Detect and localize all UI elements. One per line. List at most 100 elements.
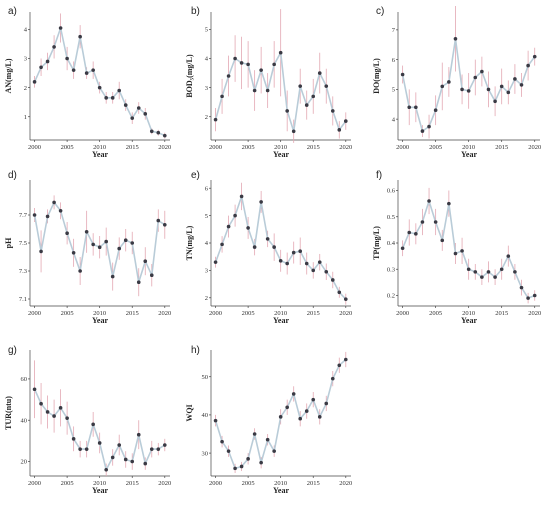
data-point — [32, 213, 37, 217]
data-point — [130, 116, 135, 120]
y-tick-label: 3 — [205, 85, 208, 92]
data-point — [285, 405, 289, 410]
x-tick-label: 2005 — [61, 480, 74, 487]
data-point — [58, 26, 63, 30]
x-tick-label: 2005 — [61, 310, 74, 317]
data-point — [291, 129, 296, 134]
data-point — [233, 466, 237, 471]
data-point — [265, 437, 270, 442]
data-point — [117, 88, 122, 93]
data-point — [337, 290, 342, 295]
y-tick-label: 5 — [205, 213, 208, 220]
data-point — [304, 261, 309, 266]
y-axis-title: AN(mg/L) — [4, 58, 13, 93]
x-tick-label: 2000 — [396, 144, 409, 151]
data-point — [532, 54, 537, 59]
data-point — [480, 69, 484, 74]
x-tick-label: 2020 — [158, 480, 171, 487]
x-tick-label: 2000 — [396, 310, 409, 317]
data-point — [453, 251, 458, 256]
y-tick-label: 7.3 — [19, 268, 27, 275]
data-point — [311, 397, 316, 402]
y-tick-label: 0.4 — [387, 240, 396, 247]
x-tick-label: 2000 — [28, 310, 41, 317]
data-point — [117, 443, 122, 447]
data-point — [110, 455, 115, 460]
data-point — [104, 96, 108, 100]
x-tick-label: 2020 — [339, 310, 352, 317]
x-axis-title: Year — [92, 316, 108, 325]
data-point — [493, 275, 497, 279]
data-point — [39, 65, 43, 70]
y-axis-title: BOD₅(mg/L) — [185, 54, 194, 98]
panel-label: e) — [191, 170, 200, 181]
y-tick-label: 0.6 — [387, 188, 396, 195]
data-point — [272, 449, 276, 453]
panel-1: a) 1 2 3 4 2000 2005 2010 2015 2020 Year AN(mg/L) — [4, 6, 171, 159]
x-tick-label: 2010 — [462, 310, 475, 317]
data-point — [84, 447, 89, 451]
data-point — [453, 36, 458, 41]
data-point — [78, 269, 82, 273]
data-point — [324, 269, 329, 274]
data-point — [149, 129, 154, 134]
y-tick-label: 6 — [392, 57, 396, 64]
data-point — [233, 56, 237, 61]
x-tick-label: 2015 — [495, 144, 508, 151]
data-point — [246, 457, 250, 461]
data-point — [407, 105, 412, 110]
data-point — [304, 103, 309, 107]
data-point — [97, 245, 102, 249]
y-tick-label: 2 — [24, 85, 27, 92]
y-tick-label: 7 — [392, 27, 396, 34]
data-point — [473, 270, 478, 274]
data-point — [343, 357, 348, 362]
data-point — [466, 267, 471, 272]
data-point — [220, 94, 224, 99]
y-tick-label: 0.3 — [387, 266, 395, 273]
data-point — [278, 50, 283, 55]
y-tick-label: 4 — [205, 240, 209, 247]
panel-label: c) — [376, 6, 384, 17]
y-axis-title: WQI — [185, 404, 194, 421]
y-tick-label: 2 — [205, 295, 208, 302]
data-point — [130, 241, 135, 245]
data-point — [136, 280, 141, 285]
x-tick-label: 2000 — [28, 480, 41, 487]
x-tick-label: 2015 — [307, 144, 320, 151]
x-tick-label: 2000 — [209, 480, 222, 487]
y-axis-title: pH — [4, 237, 13, 248]
data-point — [330, 376, 335, 381]
data-point — [486, 270, 491, 274]
data-point — [460, 87, 464, 92]
data-point — [298, 416, 303, 421]
y-tick-label: 2 — [205, 114, 208, 121]
y-tick-label: 50 — [202, 374, 209, 381]
data-point — [162, 223, 167, 227]
data-point — [291, 392, 296, 396]
data-point — [58, 406, 63, 410]
data-point — [414, 232, 418, 236]
data-point — [233, 213, 237, 218]
data-point — [400, 72, 405, 77]
y-axis-title: TN(mg/L) — [185, 225, 194, 260]
data-point — [420, 220, 425, 224]
data-point — [499, 267, 504, 272]
data-point — [427, 199, 431, 203]
x-tick-label: 2015 — [126, 310, 139, 317]
y-tick-label: 4 — [24, 27, 28, 34]
data-point — [136, 432, 141, 437]
x-tick-label: 2010 — [93, 144, 106, 151]
data-point — [317, 71, 322, 75]
x-tick-label: 2005 — [242, 310, 255, 317]
x-axis-title: Year — [273, 486, 289, 495]
data-point — [123, 238, 128, 242]
data-point — [91, 68, 95, 72]
data-point — [71, 68, 76, 72]
panel-3: c) 4 5 6 7 2000 2005 2010 2015 2020 Year DO(mg/L) — [372, 6, 541, 159]
data-point — [337, 363, 342, 368]
data-point — [226, 74, 231, 78]
panel-label: b) — [191, 6, 200, 17]
data-point — [45, 59, 50, 64]
y-tick-label: 4 — [392, 116, 396, 123]
